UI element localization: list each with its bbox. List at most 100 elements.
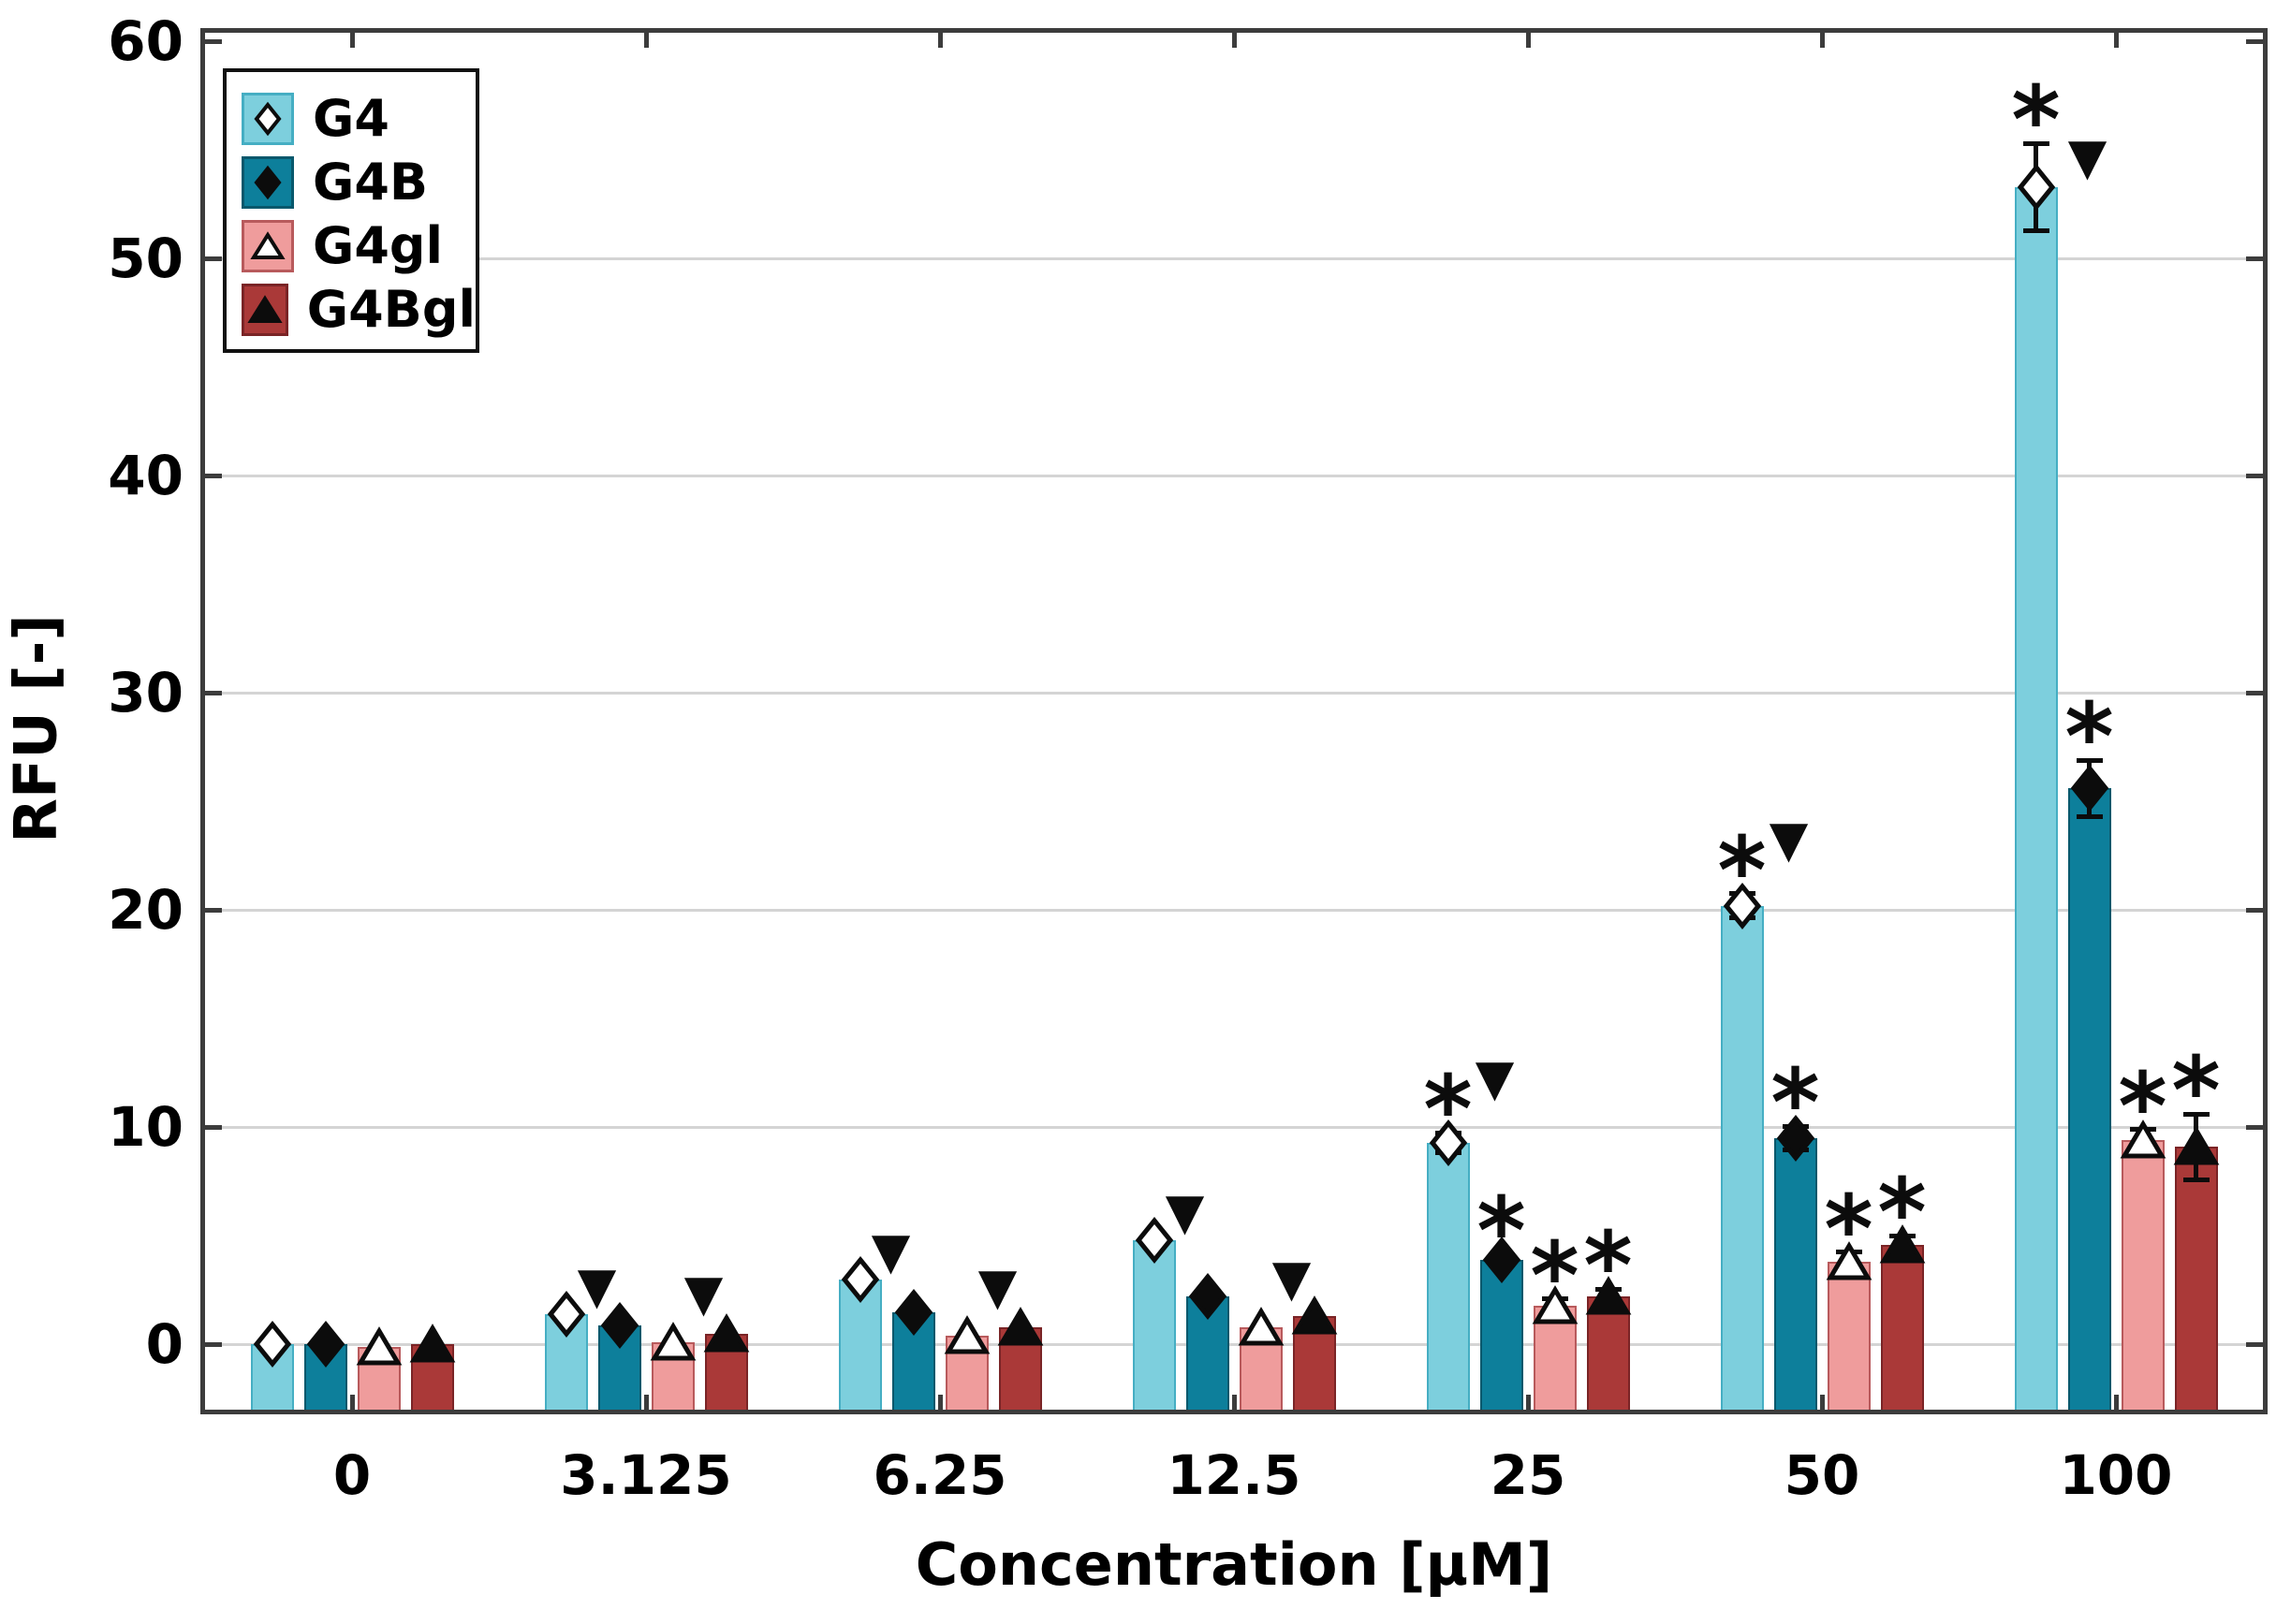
legend-item-g4gl: G4gl xyxy=(242,220,476,272)
legend: G4 G4B G4gl G4Bgl xyxy=(223,68,479,353)
y-tick-label-20: 20 xyxy=(108,878,184,943)
x-tick-label-100: 100 xyxy=(2059,1443,2173,1507)
marker-open-diamond-g4-100 xyxy=(2015,162,2058,216)
marker-filled-diamond-g4b-0 xyxy=(304,1319,347,1373)
significance-asterisk-g4-25: * xyxy=(1423,1055,1473,1165)
marker-open-triangle-g4gl-12.5 xyxy=(1237,1306,1285,1353)
gridline-y-40 xyxy=(205,474,2263,477)
y-tick-left-60 xyxy=(205,38,222,44)
gridline-y-30 xyxy=(205,691,2263,695)
marker-filled-triangle-g4bgl-12.5 xyxy=(1290,1295,1339,1341)
x-tick-bottom-25 xyxy=(1525,1395,1531,1410)
legend-swatch-3 xyxy=(242,284,288,336)
marker-filled-triangle-g4bgl-6.25 xyxy=(996,1306,1045,1353)
marker-open-diamond-g4-3.125 xyxy=(545,1289,588,1343)
x-tick-label-12.5: 12.5 xyxy=(1167,1443,1301,1507)
y-tick-left-50 xyxy=(205,256,222,261)
marker-open-triangle-g4gl-50 xyxy=(1825,1240,1873,1287)
x-tick-bottom-6.25 xyxy=(937,1395,943,1410)
marker-filled-triangle-g4bgl-3.125 xyxy=(702,1312,751,1359)
significance-triangle-g4-100: ▼ xyxy=(2067,127,2107,187)
x-tick-top-6.25 xyxy=(937,33,943,48)
legend-label: G4gl xyxy=(313,216,444,275)
significance-triangle-g4gl-6.25: ▼ xyxy=(977,1257,1018,1317)
marker-open-triangle-g4gl-6.25 xyxy=(943,1314,991,1361)
legend-item-g4bgl: G4Bgl xyxy=(242,284,476,336)
bar-g4b-25 xyxy=(1479,1259,1523,1410)
significance-triangle-g4-12.5: ▼ xyxy=(1165,1182,1205,1242)
filled-diamond-icon xyxy=(254,165,282,200)
legend-item-g4: G4 xyxy=(242,93,476,145)
marker-filled-diamond-g4b-3.125 xyxy=(598,1300,641,1354)
x-tick-label-25: 25 xyxy=(1490,1443,1566,1507)
filled-triangle-icon xyxy=(247,295,283,323)
marker-open-triangle-g4gl-25 xyxy=(1531,1284,1579,1331)
x-tick-top-50 xyxy=(1819,33,1825,48)
error-cap-bottom-g4bgl-100 xyxy=(2182,1177,2210,1182)
significance-triangle-g4-6.25: ▼ xyxy=(871,1221,911,1280)
significance-triangle-g4-3.125: ▼ xyxy=(577,1255,617,1315)
marker-filled-diamond-g4b-50 xyxy=(1774,1113,1817,1167)
marker-open-diamond-g4-25 xyxy=(1427,1118,1470,1172)
significance-asterisk-g4b-25: * xyxy=(1476,1177,1526,1287)
gridline-y-0 xyxy=(205,1342,2263,1346)
bar-g4bgl-25 xyxy=(1586,1296,1630,1410)
significance-asterisk-g4gl-100: * xyxy=(2118,1051,2167,1162)
x-tick-label-0: 0 xyxy=(332,1443,372,1507)
legend-label: G4B xyxy=(313,153,429,212)
legend-label: G4 xyxy=(313,89,389,148)
significance-asterisk-g4bgl-100: * xyxy=(2171,1036,2221,1147)
significance-asterisk-g4b-50: * xyxy=(1770,1048,1820,1159)
significance-asterisk-g4gl-25: * xyxy=(1530,1221,1579,1331)
x-tick-top-25 xyxy=(1525,33,1531,48)
y-tick-left-0 xyxy=(205,1341,222,1347)
y-tick-right-60 xyxy=(2246,38,2263,44)
significance-asterisk-g4bgl-25: * xyxy=(1583,1211,1633,1322)
open-diamond-icon xyxy=(254,101,282,137)
significance-asterisk-g4-50: * xyxy=(1717,815,1767,926)
legend-item-g4b: G4B xyxy=(242,156,476,209)
x-tick-bottom-50 xyxy=(1819,1395,1825,1410)
bar-g4-12.5 xyxy=(1132,1240,1176,1410)
gridline-y-20 xyxy=(205,908,2263,912)
y-tick-right-0 xyxy=(2246,1341,2263,1347)
legend-swatch-0 xyxy=(242,93,294,145)
bar-g4gl-50 xyxy=(1827,1262,1871,1410)
x-tick-top-12.5 xyxy=(1231,33,1237,48)
y-tick-left-10 xyxy=(205,1124,222,1130)
marker-open-diamond-g4-12.5 xyxy=(1133,1215,1176,1269)
gridline-y-10 xyxy=(205,1125,2263,1129)
x-tick-bottom-12.5 xyxy=(1231,1395,1237,1410)
significance-asterisk-g4b-100: * xyxy=(2064,682,2114,793)
marker-filled-diamond-g4b-12.5 xyxy=(1186,1271,1229,1325)
marker-open-diamond-g4-6.25 xyxy=(839,1254,882,1309)
x-tick-bottom-0 xyxy=(349,1395,355,1410)
legend-swatch-2 xyxy=(242,220,294,272)
bar-g4b-50 xyxy=(1773,1137,1817,1410)
x-tick-bottom-3.125 xyxy=(643,1395,649,1410)
marker-open-diamond-g4-50 xyxy=(1721,881,1764,935)
x-axis-title: Concentration [µM] xyxy=(915,1530,1553,1599)
gridline-y-50 xyxy=(205,256,2263,260)
error-cap-top-g4-100 xyxy=(2022,140,2049,146)
y-tick-left-20 xyxy=(205,907,222,913)
error-cap-top-g4b-100 xyxy=(2076,757,2103,763)
legend-label: G4Bgl xyxy=(306,280,476,339)
bar-g4gl-100 xyxy=(2121,1140,2165,1410)
bar-g4bgl-100 xyxy=(2174,1147,2218,1410)
bar-g4-100 xyxy=(2014,186,2058,1410)
y-tick-label-30: 30 xyxy=(108,661,184,725)
y-tick-right-20 xyxy=(2246,907,2263,913)
x-tick-top-0 xyxy=(349,33,355,48)
significance-triangle-g4-25: ▼ xyxy=(1475,1048,1515,1108)
y-tick-right-50 xyxy=(2246,256,2263,261)
marker-open-triangle-g4gl-100 xyxy=(2119,1119,2167,1165)
marker-filled-diamond-g4b-6.25 xyxy=(892,1287,935,1341)
significance-triangle-g4-50: ▼ xyxy=(1769,809,1809,869)
significance-asterisk-g4-100: * xyxy=(2011,66,2061,176)
y-tick-label-0: 0 xyxy=(145,1312,184,1377)
significance-asterisk-g4gl-50: * xyxy=(1824,1174,1873,1284)
marker-open-triangle-g4gl-3.125 xyxy=(649,1321,698,1368)
marker-filled-triangle-g4bgl-100 xyxy=(2172,1125,2221,1172)
